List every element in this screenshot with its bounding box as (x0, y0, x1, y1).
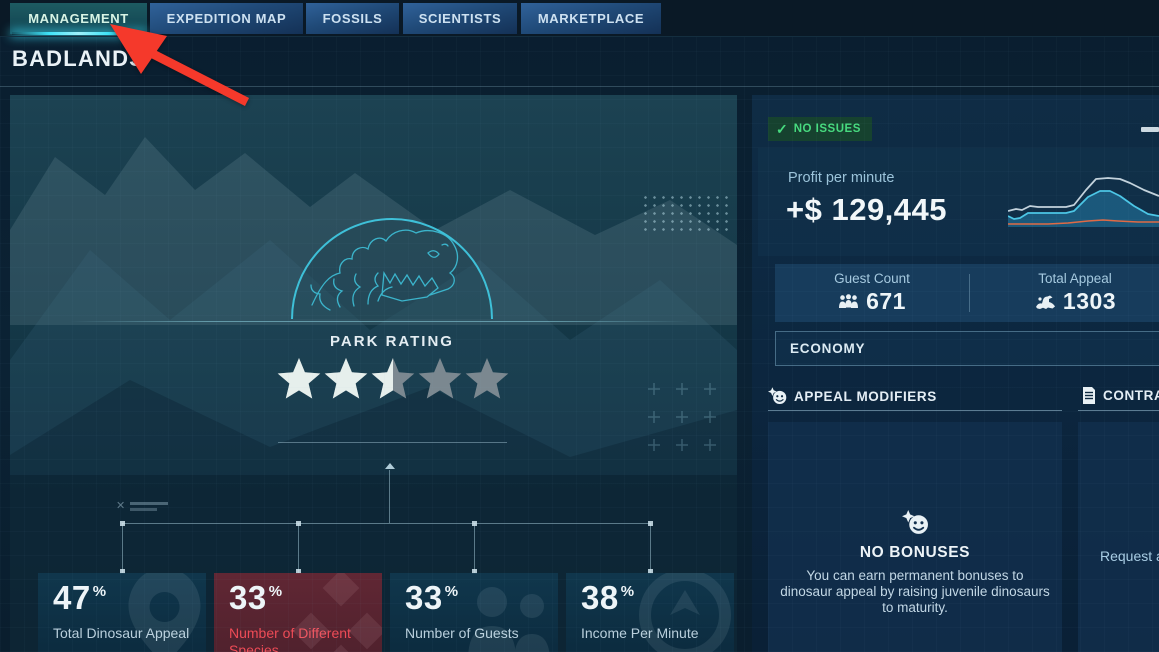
tree-vertical-line (389, 470, 390, 523)
tab-marketplace-label: MARKETPLACE (537, 11, 645, 26)
page-title: BADLANDS (12, 46, 146, 71)
tab-bar-divider (0, 36, 1159, 37)
metric-card-guests: 33% Number of Guests (390, 573, 558, 652)
tree-stub (122, 523, 123, 573)
rating-bracket-line (278, 442, 507, 443)
tree-stub (650, 523, 651, 573)
appeal-modifiers-title: APPEAL MODIFIERS (794, 388, 937, 404)
metric-value: 47% (53, 579, 107, 616)
contracts-card: Request a (1078, 422, 1159, 652)
star-smiley-icon (768, 387, 787, 405)
no-bonuses-description: You can earn permanent bonuses to dinosa… (780, 568, 1050, 616)
star-smiley-icon (901, 510, 928, 534)
guests-group-icon (839, 294, 859, 308)
tree-node (472, 521, 477, 526)
guests-people-icon (468, 587, 550, 652)
contracts-header: CONTRA (1082, 387, 1159, 404)
tree-node (120, 569, 125, 574)
chart-baseline-series (1008, 219, 1159, 225)
metric-value: 33% (229, 579, 283, 616)
metric-label: Total Dinosaur Appeal (53, 625, 190, 641)
counter-divider (969, 274, 970, 312)
tab-scientists[interactable]: SCIENTISTS (403, 3, 517, 34)
status-badge-label: NO ISSUES (793, 123, 861, 135)
economy-section-label: ECONOMY (790, 341, 866, 356)
tree-node (120, 521, 125, 526)
metric-card-income: 38% Income Per Minute (566, 573, 734, 652)
profit-value: +$ 129,445 (786, 192, 948, 227)
total-appeal-cell: Total Appeal 1303 (970, 264, 1159, 322)
metric-card-species: 33% Number of Different Species (214, 573, 382, 652)
park-overview-panel: PARK RATING ✕ 47% Total Di (10, 95, 737, 652)
tree-horizontal-line (122, 523, 650, 524)
metric-value: 38% (581, 579, 635, 616)
tree-node (296, 521, 301, 526)
star-5 (465, 356, 509, 400)
collapse-minus-button[interactable] (1141, 127, 1159, 132)
document-icon (1083, 387, 1095, 404)
tab-management[interactable]: MANAGEMENT (10, 3, 147, 35)
tree-arrow-up (385, 463, 395, 469)
watermark-decoration: ✕ (116, 500, 169, 512)
x-icon: ✕ (116, 500, 126, 512)
chart-area-fill (1008, 191, 1159, 227)
status-badge: ✓ NO ISSUES (768, 117, 872, 141)
tree-stub (298, 523, 299, 573)
park-rating-dome-icon (291, 218, 493, 320)
park-rating-label: PARK RATING (330, 333, 454, 350)
guest-count-value: 671 (866, 288, 906, 314)
plus-grid-decoration (648, 383, 716, 451)
guest-count-label: Guest Count (834, 271, 910, 286)
tab-scientists-label: SCIENTISTS (418, 11, 502, 26)
species-diamonds-icon (292, 573, 382, 652)
counters-strip: Guest Count 671 Total Appeal 1303 (775, 264, 1159, 322)
request-contract-link[interactable]: Request a (1100, 548, 1159, 564)
metric-card-total-dinosaur-appeal: 47% Total Dinosaur Appeal (38, 573, 206, 652)
appeal-modifiers-card: NO BONUSES You can earn permanent bonuse… (768, 422, 1062, 652)
dome-baseline (70, 321, 690, 322)
tab-expedition-map[interactable]: EXPEDITION MAP (150, 3, 303, 34)
economy-section-bar[interactable]: ECONOMY (775, 331, 1159, 366)
star-3 (371, 356, 415, 400)
total-appeal-value: 1303 (1062, 288, 1117, 314)
tab-fossils-label: FOSSILS (322, 11, 383, 26)
star-1 (277, 356, 321, 400)
tab-management-label: MANAGEMENT (28, 11, 129, 26)
profit-label: Profit per minute (788, 170, 895, 186)
tab-bar: MANAGEMENT EXPEDITION MAP FOSSILS SCIENT… (0, 0, 1159, 37)
dot-grid-decoration (644, 196, 732, 234)
chart-upper-series (1008, 177, 1159, 212)
checkmark-icon: ✓ (776, 120, 788, 137)
title-divider (0, 86, 1159, 87)
guest-count-cell: Guest Count 671 (775, 264, 969, 322)
tree-node (472, 569, 477, 574)
no-bonuses-title: NO BONUSES (859, 544, 971, 561)
no-bonuses-block: NO BONUSES You can earn permanent bonuse… (768, 510, 1062, 617)
dinosaur-icon (1035, 295, 1055, 309)
star-2 (324, 356, 368, 400)
metric-value: 33% (405, 579, 459, 616)
park-rating-stars (277, 356, 509, 400)
income-gauge-icon (639, 573, 731, 652)
contracts-title: CONTRA (1103, 388, 1159, 403)
total-appeal-label: Total Appeal (1038, 271, 1112, 286)
tab-expedition-map-label: EXPEDITION MAP (166, 11, 287, 26)
chart-filled-series (1008, 190, 1159, 220)
contracts-underline (1078, 410, 1159, 411)
tree-node (296, 569, 301, 574)
appeal-modifiers-underline (768, 410, 1062, 411)
tree-node (648, 521, 653, 526)
star-4 (418, 356, 462, 400)
appeal-modifiers-header: APPEAL MODIFIERS (768, 387, 937, 405)
tab-fossils[interactable]: FOSSILS (306, 3, 399, 34)
metric-label: Income Per Minute (581, 625, 699, 641)
metric-label: Number of Guests (405, 625, 519, 641)
tab-marketplace[interactable]: MARKETPLACE (521, 3, 661, 34)
map-pin-icon (128, 573, 201, 652)
tree-node (648, 569, 653, 574)
metric-label: Number of Different Species (229, 625, 351, 652)
profit-sparkline-chart (1008, 177, 1159, 227)
tree-stub (474, 523, 475, 573)
